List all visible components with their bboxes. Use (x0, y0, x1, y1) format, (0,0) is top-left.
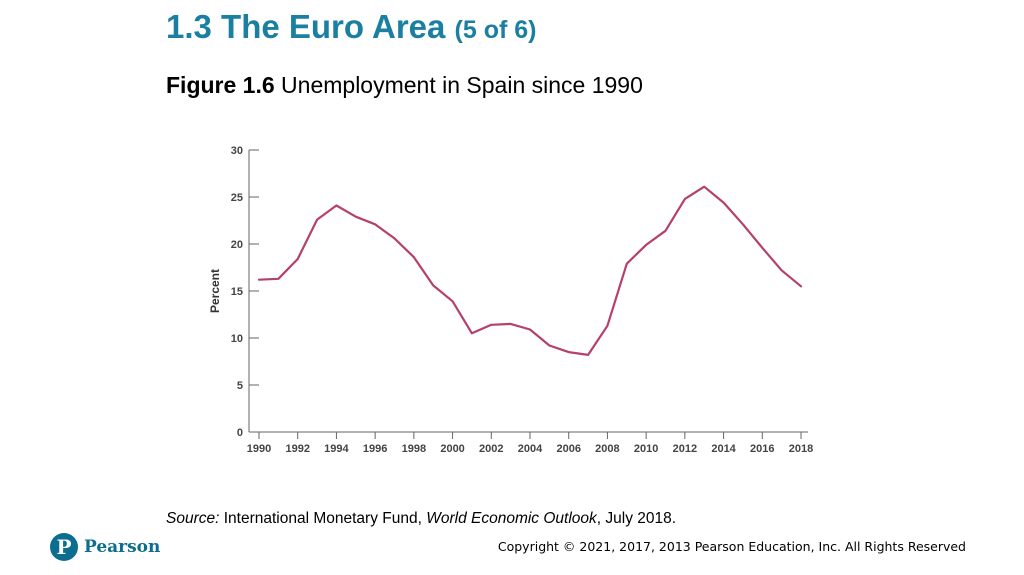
y-tick-label: 30 (231, 145, 243, 157)
y-tick-label: 25 (231, 192, 243, 204)
pearson-logo: P Pearson (50, 533, 160, 561)
y-tick-label: 5 (237, 380, 243, 392)
slide-title-sub: (5 of 6) (454, 16, 537, 44)
slide-title-main: 1.3 The Euro Area (166, 8, 446, 45)
x-tick-label: 1994 (324, 443, 349, 455)
x-tick-label: 2006 (556, 443, 580, 455)
y-tick-label: 0 (237, 427, 243, 439)
x-tick-label: 1992 (285, 443, 309, 455)
x-tick-label: 2002 (479, 443, 503, 455)
source-label: Source: (166, 510, 220, 527)
unemployment-series-line (257, 185, 803, 356)
x-tick-label: 1990 (247, 443, 271, 455)
x-tick-label: 2008 (595, 443, 619, 455)
x-tick-label: 2014 (711, 443, 736, 455)
chart-marks (257, 185, 803, 356)
source-note: Source: International Monetary Fund, Wor… (166, 510, 676, 528)
y-tick-label: 10 (231, 333, 243, 345)
x-tick-label: 2012 (673, 443, 697, 455)
x-tick-label: 1998 (402, 443, 426, 455)
y-axis-label: Percent (208, 269, 222, 313)
pearson-logo-mark: P (50, 533, 78, 561)
x-tick-label: 2016 (750, 443, 774, 455)
x-tick-label: 2000 (440, 443, 464, 455)
pearson-logo-text: Pearson (84, 537, 161, 557)
x-tick-label: 2004 (518, 443, 543, 455)
y-tick-label: 20 (231, 239, 243, 251)
figure-title: Unemployment in Spain since 1990 (281, 72, 643, 98)
x-tick-label: 1996 (363, 443, 387, 455)
x-tick-label: 2018 (789, 443, 813, 455)
chart-axes: 0 5 10 15 20 25 30 1990 1992 1994 1996 1998 2000 2002… (208, 145, 813, 455)
source-text-1: International Monetary Fund, (219, 510, 427, 527)
y-tick-label: 15 (231, 286, 243, 298)
source-text-2: , July 2018. (596, 510, 677, 527)
x-tick-label: 2010 (634, 443, 658, 455)
slide-title: 1.3 The Euro Area (5 of 6) (166, 8, 537, 46)
copyright-notice: Copyright © 2021, 2017, 2013 Pearson Edu… (497, 539, 966, 554)
figure-label: Figure 1.6 (166, 72, 275, 98)
figure-caption: Figure 1.6 Unemployment in Spain since 1… (166, 72, 643, 99)
source-publication: World Economic Outlook (426, 510, 597, 527)
